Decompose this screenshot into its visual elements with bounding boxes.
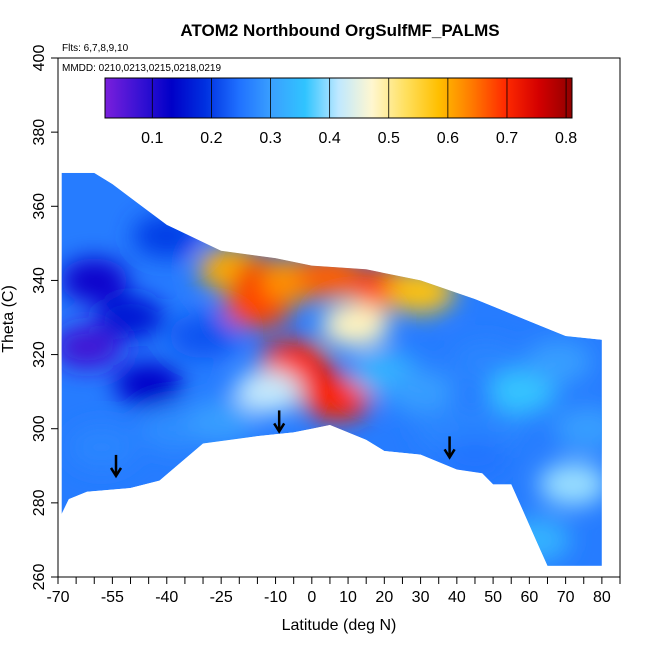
field-blob [234, 369, 303, 414]
y-tick-label: 300 [31, 415, 48, 442]
y-tick-label: 380 [31, 119, 48, 146]
colorbar-tick-label: 0.2 [200, 130, 222, 147]
x-tick-label: -10 [264, 589, 287, 606]
plot-frame [57, 57, 621, 578]
y-tick-label: 340 [31, 267, 48, 294]
x-tick-label: 10 [339, 589, 357, 606]
field-blob [132, 213, 201, 258]
y-tick-label: 400 [31, 45, 48, 72]
field-blob [187, 399, 256, 444]
field-blob [67, 425, 136, 470]
dates-label: MMDD: 0210,0213,0215,0218,0219 [62, 63, 221, 74]
flights-label: Flts: 6,7,8,9,10 [62, 43, 129, 54]
field-blob [386, 269, 455, 314]
colorbar [104, 77, 573, 119]
x-tick-label: 30 [412, 589, 430, 606]
field-blob [524, 339, 593, 384]
x-axis-label: Latitude (deg N) [282, 617, 397, 634]
data-field [61, 172, 602, 566]
x-tick-label: 20 [375, 589, 393, 606]
field-blob [488, 369, 557, 414]
arrow-head [109, 467, 123, 479]
x-tick-label: -40 [155, 589, 178, 606]
y-tick-label: 280 [31, 489, 48, 516]
field-blob [451, 339, 520, 384]
y-axis-label: Theta (C) [0, 285, 17, 353]
colorbar-tick-label: 0.1 [141, 130, 163, 147]
field-blob [303, 377, 372, 422]
field-blob [321, 302, 390, 347]
field-blob [96, 295, 165, 340]
field-blob [114, 362, 183, 407]
field-blobs [61, 213, 602, 562]
colorbar-tick-label: 0.6 [437, 130, 459, 147]
y-tick-label: 320 [31, 341, 48, 368]
x-tick-label: 60 [520, 589, 538, 606]
x-tick-label: -55 [101, 589, 124, 606]
x-tick-label: 0 [307, 589, 316, 606]
x-tick-label: 70 [557, 589, 575, 606]
field-blob [502, 517, 571, 562]
x-tick-label: 50 [484, 589, 502, 606]
colorbar-tick-label: 0.5 [378, 130, 400, 147]
x-tick-label: 40 [448, 589, 466, 606]
field-blob [169, 314, 238, 359]
colorbar-tick-label: 0.8 [555, 130, 577, 147]
chart-title: ATOM2 Northbound OrgSulfMF_PALMS [180, 21, 499, 40]
field-blob [440, 436, 509, 481]
field-blob [386, 369, 455, 414]
arrow-head [443, 448, 456, 460]
x-tick-label: -25 [210, 589, 233, 606]
colorbar-tick-label: 0.4 [319, 130, 341, 147]
arrow-head [273, 422, 286, 434]
field-blob [553, 406, 602, 451]
y-tick-label: 260 [31, 564, 48, 591]
field-blob [61, 258, 129, 303]
y-tick-label: 360 [31, 193, 48, 220]
x-tick-label: 80 [593, 589, 611, 606]
field-blob [61, 325, 122, 370]
field-blob [538, 462, 602, 507]
x-tick-label: -70 [46, 589, 69, 606]
colorbar-tick-label: 0.3 [259, 130, 281, 147]
colorbar-tick-label: 0.7 [496, 130, 518, 147]
